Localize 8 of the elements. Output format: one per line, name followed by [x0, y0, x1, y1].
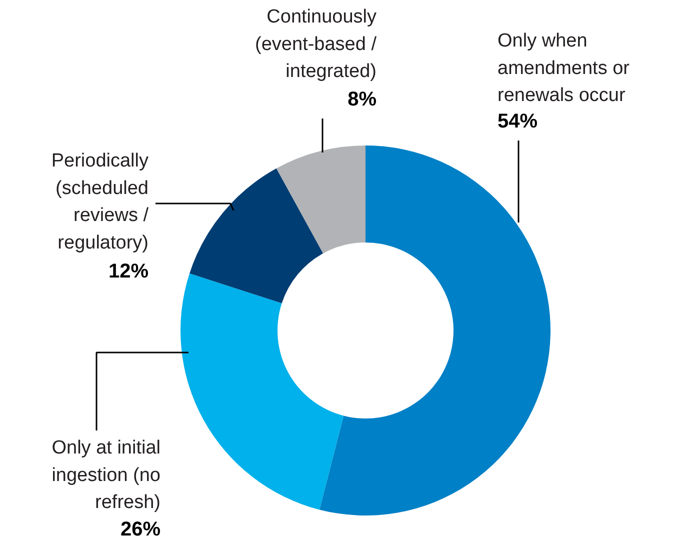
slice-label: Continuously (event-based / integrated) [255, 6, 378, 82]
data-label: 54% [498, 110, 538, 132]
slice-label: Only when amendments or renewals occur [498, 30, 630, 106]
data-label: 26% [120, 518, 161, 540]
data-label: 12% [108, 260, 149, 282]
slice-label: Only at initial ingestion (no refresh) [52, 438, 161, 514]
slice-label: Periodically (scheduled reviews / regulatory) [51, 150, 150, 254]
data-label: 8% [348, 88, 377, 110]
